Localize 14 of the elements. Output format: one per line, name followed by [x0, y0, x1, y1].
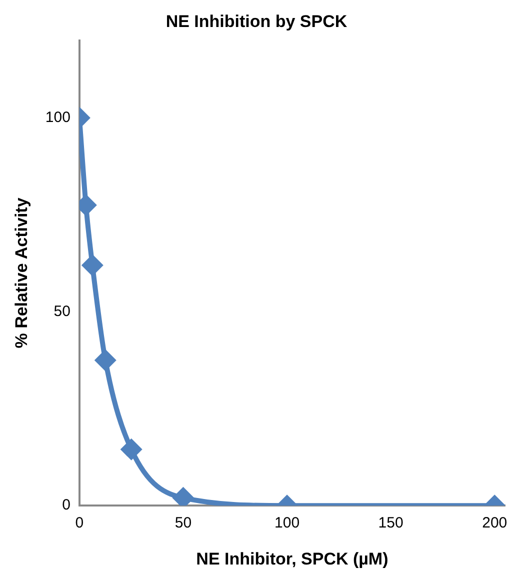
y-tick-label: 100 — [45, 109, 70, 126]
x-tick-label: 50 — [174, 514, 192, 532]
x-tick-label: 150 — [378, 514, 404, 532]
point — [81, 254, 104, 276]
x-tick-label: 100 — [274, 514, 300, 532]
x-axis-title: NE Inhibitor, SPCK (µM) — [196, 549, 388, 568]
y-tick-label: 50 — [54, 302, 70, 320]
point — [94, 349, 116, 372]
x-tick-label: 200 — [482, 514, 508, 532]
y-tick-label: 0 — [62, 496, 70, 514]
point — [120, 438, 142, 460]
y-axis-title: % Relative Activity — [12, 197, 31, 348]
chart-title: NE Inhibition by SPCK — [166, 12, 348, 31]
x-tick-label: 0 — [75, 514, 84, 532]
